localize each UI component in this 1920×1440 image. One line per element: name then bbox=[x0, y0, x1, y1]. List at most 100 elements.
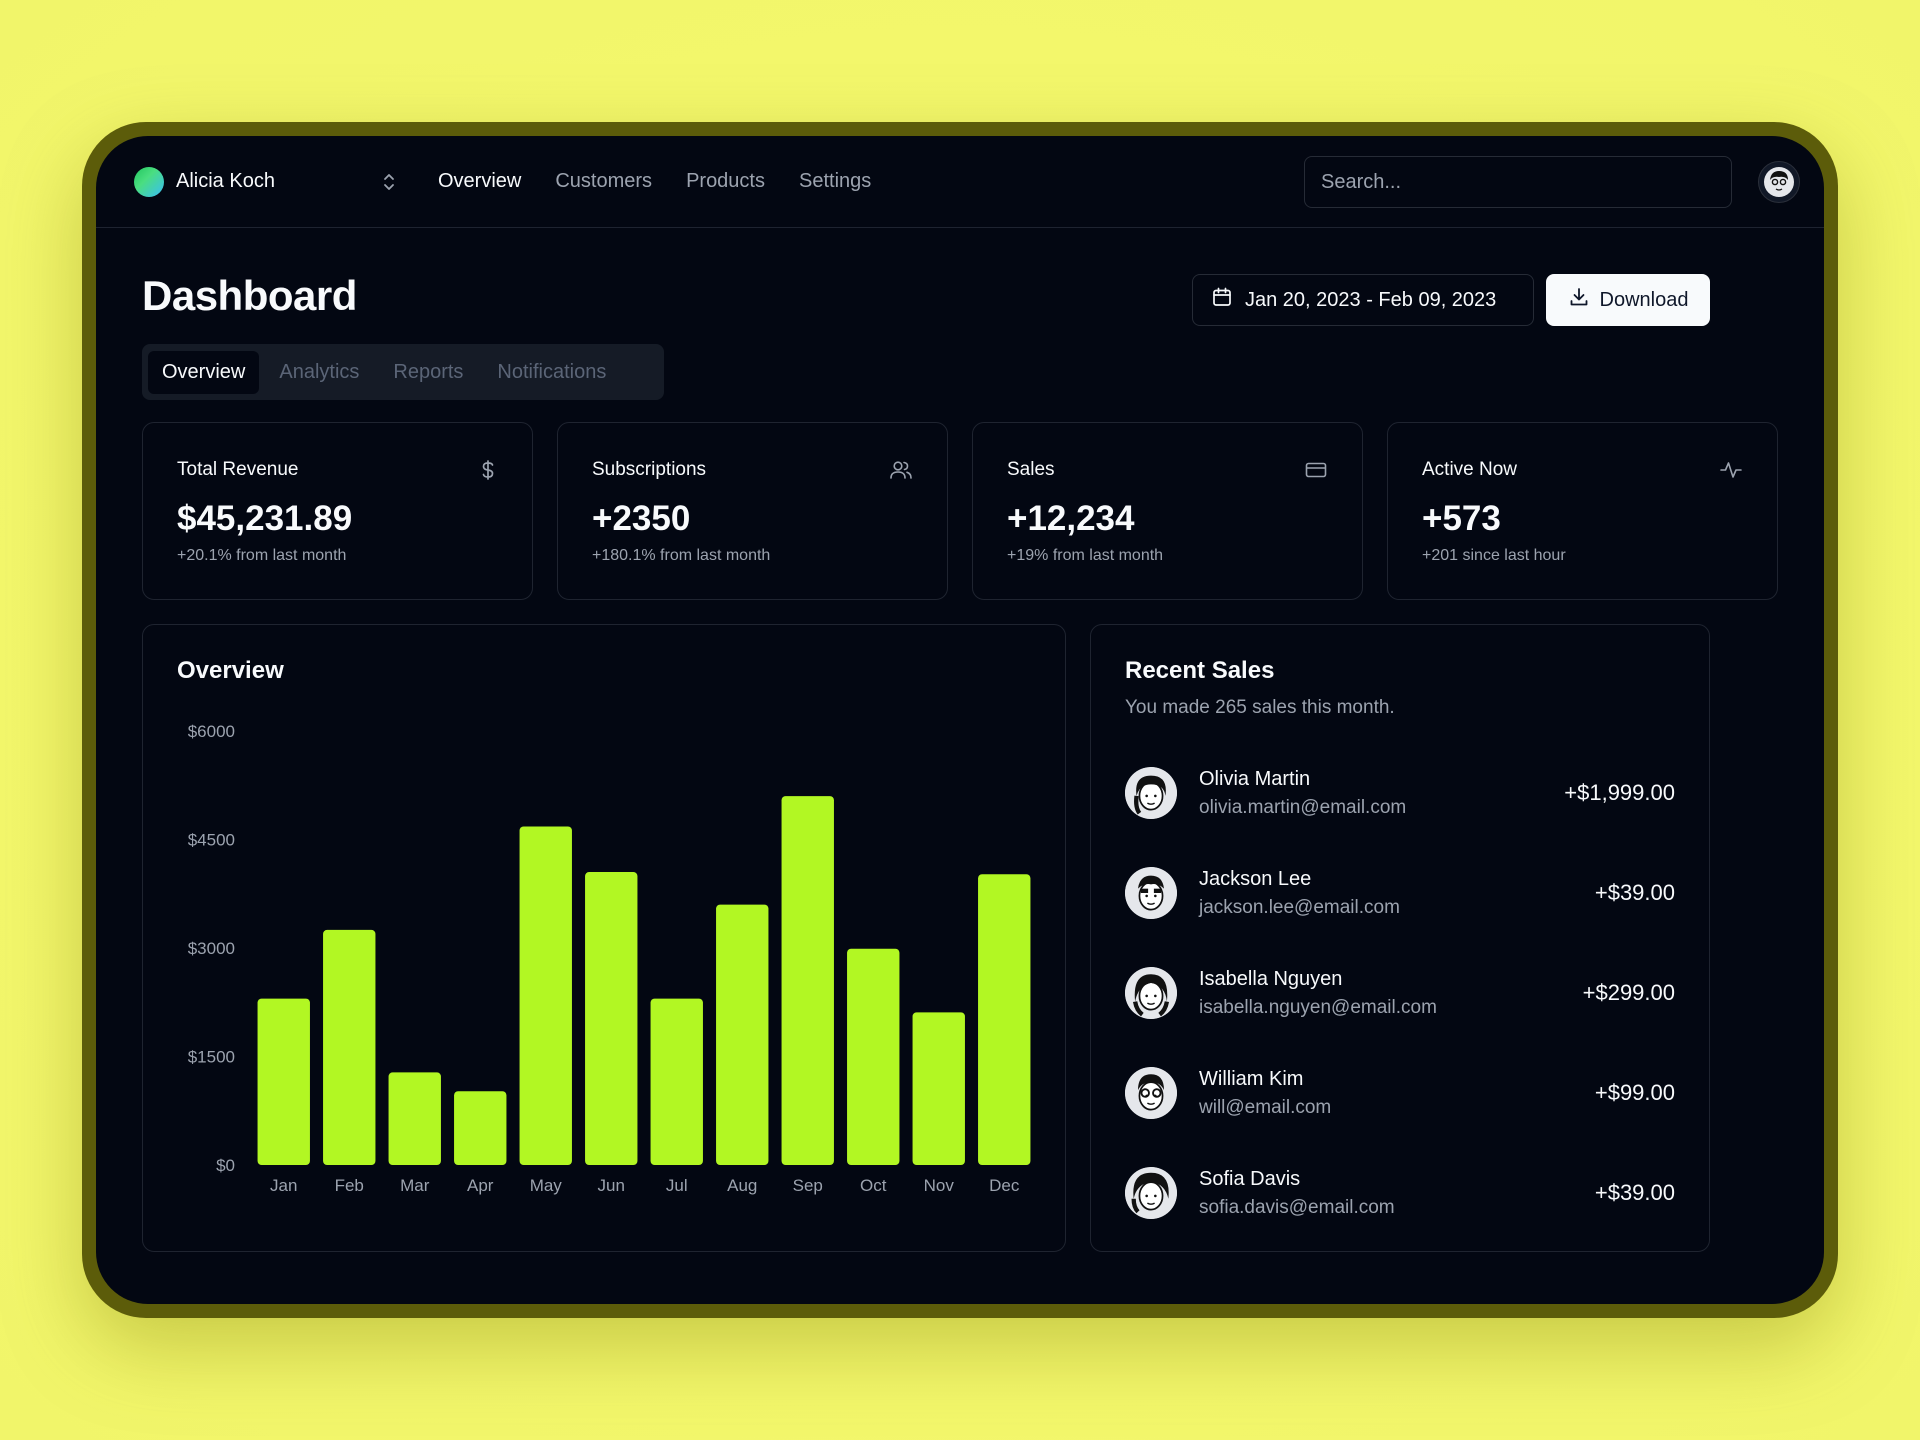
dashboard-screen: Alicia Koch Overview Customers Products … bbox=[96, 136, 1824, 1304]
customer-name: Sofia Davis bbox=[1199, 1167, 1301, 1190]
stat-label: Sales bbox=[1007, 459, 1055, 480]
sale-row: William Kim will@email.com +$99.00 bbox=[1125, 1043, 1675, 1143]
team-switcher[interactable]: Alicia Koch bbox=[134, 166, 396, 197]
stat-cards: Total Revenue $45,231.89 +20.1% from las… bbox=[142, 422, 1778, 600]
bar-jul bbox=[650, 998, 703, 1165]
user-avatar[interactable] bbox=[1758, 161, 1800, 203]
customer-name: Olivia Martin bbox=[1199, 767, 1311, 790]
customer-avatar bbox=[1125, 1067, 1177, 1119]
face-icon bbox=[1125, 1067, 1177, 1119]
bar-chart: $0 $1500 $3000 $4500 $6000 Jan Feb Mar Apr May Jun… bbox=[188, 722, 1031, 1195]
sale-row: Jackson Lee jackson.lee@email.com +$39.00 bbox=[1125, 843, 1675, 943]
team-name: Alicia Koch bbox=[176, 170, 275, 192]
customer-name: William Kim bbox=[1199, 1067, 1304, 1090]
face-icon bbox=[1125, 867, 1177, 919]
x-tick-label: Mar bbox=[400, 1176, 430, 1195]
face-icon bbox=[1125, 767, 1177, 819]
nav-link-products[interactable]: Products bbox=[686, 170, 765, 192]
x-tick-label: Jul bbox=[666, 1176, 688, 1195]
customer-name: Isabella Nguyen bbox=[1199, 967, 1343, 990]
y-tick-label: $4500 bbox=[188, 831, 235, 850]
x-tick-label: Feb bbox=[335, 1176, 364, 1195]
sale-info: Sofia Davis sofia.davis@email.com bbox=[1199, 1168, 1395, 1219]
download-icon bbox=[1568, 286, 1590, 314]
date-range-picker[interactable]: Jan 20, 2023 - Feb 09, 2023 bbox=[1192, 274, 1534, 326]
calendar-icon bbox=[1211, 286, 1233, 314]
recent-sales-list: Olivia Martin olivia.martin@email.com +$1,… bbox=[1125, 743, 1675, 1243]
main-nav: Overview Customers Products Settings bbox=[438, 170, 871, 193]
credit-card-icon bbox=[1304, 459, 1328, 486]
bar-feb bbox=[323, 929, 376, 1165]
sale-info: William Kim will@email.com bbox=[1199, 1068, 1331, 1119]
stat-card-total-revenue: Total Revenue $45,231.89 +20.1% from las… bbox=[142, 422, 533, 600]
nav-link-customers[interactable]: Customers bbox=[555, 170, 653, 192]
sale-info: Olivia Martin olivia.martin@email.com bbox=[1199, 768, 1406, 819]
stat-value: +2350 bbox=[592, 499, 691, 538]
chevron-up-down-icon bbox=[382, 171, 396, 193]
bar-dec bbox=[978, 874, 1031, 1165]
stat-card-subscriptions: Subscriptions +2350 +180.1% from last mo… bbox=[557, 422, 948, 600]
y-tick-label: $6000 bbox=[188, 722, 235, 741]
overview-chart-card: $0 $1500 $3000 $4500 $6000 Jan Feb Mar Apr May Jun… bbox=[142, 624, 1066, 1252]
tab-analytics[interactable]: Analytics bbox=[279, 360, 360, 383]
bar-oct bbox=[847, 948, 900, 1165]
y-tick-label: $3000 bbox=[188, 939, 235, 958]
customer-avatar bbox=[1125, 967, 1177, 1019]
team-avatar bbox=[134, 166, 164, 197]
customer-name: Jackson Lee bbox=[1199, 867, 1312, 890]
customer-avatar bbox=[1125, 1167, 1177, 1219]
nav-link-settings[interactable]: Settings bbox=[799, 170, 872, 192]
x-tick-label: May bbox=[530, 1176, 563, 1195]
sale-amount: +$299.00 bbox=[1582, 980, 1675, 1005]
recent-sales-title: Recent Sales bbox=[1125, 657, 1275, 684]
x-tick-label: Aug bbox=[727, 1176, 757, 1195]
x-tick-label: Dec bbox=[989, 1176, 1020, 1195]
main-content: Dashboard Jan 20, 2023 - Feb 09, 2023 Do… bbox=[142, 228, 1778, 1304]
search-input[interactable] bbox=[1304, 156, 1732, 208]
download-label: Download bbox=[1599, 288, 1689, 311]
tab-reports[interactable]: Reports bbox=[393, 360, 464, 383]
customer-email: isabella.nguyen@email.com bbox=[1199, 996, 1437, 1018]
page-title: Dashboard bbox=[142, 272, 357, 319]
stat-value: +573 bbox=[1422, 499, 1501, 538]
x-tick-label: Jan bbox=[270, 1176, 297, 1195]
customer-email: will@email.com bbox=[1199, 1096, 1332, 1118]
date-range-label: Jan 20, 2023 - Feb 09, 2023 bbox=[1245, 288, 1497, 311]
activity-icon bbox=[1719, 459, 1743, 486]
bar-sep bbox=[781, 796, 834, 1165]
sale-amount: +$1,999.00 bbox=[1564, 780, 1675, 805]
x-tick-label: Sep bbox=[793, 1176, 823, 1195]
download-button[interactable]: Download bbox=[1546, 274, 1710, 326]
stat-label: Total Revenue bbox=[177, 459, 299, 480]
stat-card-sales: Sales +12,234 +19% from last month bbox=[972, 422, 1363, 600]
sale-amount: +$39.00 bbox=[1594, 1180, 1675, 1205]
stat-value: $45,231.89 bbox=[177, 499, 353, 538]
x-tick-label: Nov bbox=[924, 1176, 955, 1195]
sale-row: Sofia Davis sofia.davis@email.com +$39.00 bbox=[1125, 1143, 1675, 1243]
customer-avatar bbox=[1125, 767, 1177, 819]
tab-list: Overview Analytics Reports Notifications bbox=[142, 344, 664, 400]
bar-nov bbox=[912, 1012, 965, 1165]
recent-sales-card: Recent Sales You made 265 sales this mon… bbox=[1090, 624, 1710, 1252]
tab-notifications[interactable]: Notifications bbox=[497, 360, 607, 383]
customer-email: olivia.martin@email.com bbox=[1199, 796, 1407, 818]
recent-sales-subtitle: You made 265 sales this month. bbox=[1125, 697, 1395, 718]
stat-label: Active Now bbox=[1422, 459, 1518, 480]
top-nav: Alicia Koch Overview Customers Products … bbox=[96, 136, 1824, 228]
tab-overview[interactable]: Overview bbox=[148, 350, 260, 394]
sale-row: Olivia Martin olivia.martin@email.com +$1,… bbox=[1125, 743, 1675, 843]
x-tick-label: Apr bbox=[467, 1176, 494, 1195]
face-icon bbox=[1125, 967, 1177, 1019]
stat-change: +19% from last month bbox=[1007, 547, 1164, 564]
sale-amount: +$99.00 bbox=[1594, 1080, 1675, 1105]
overview-title: Overview bbox=[177, 657, 284, 684]
nav-link-overview[interactable]: Overview bbox=[438, 170, 522, 192]
user-avatar-icon bbox=[1764, 167, 1794, 197]
users-icon bbox=[889, 459, 913, 486]
bar-jan bbox=[257, 998, 310, 1165]
device-frame: Alicia Koch Overview Customers Products … bbox=[82, 122, 1838, 1318]
bar-may bbox=[519, 826, 572, 1165]
face-icon bbox=[1125, 1167, 1177, 1219]
x-tick-label: Jun bbox=[598, 1176, 625, 1195]
dollar-icon bbox=[478, 459, 498, 486]
